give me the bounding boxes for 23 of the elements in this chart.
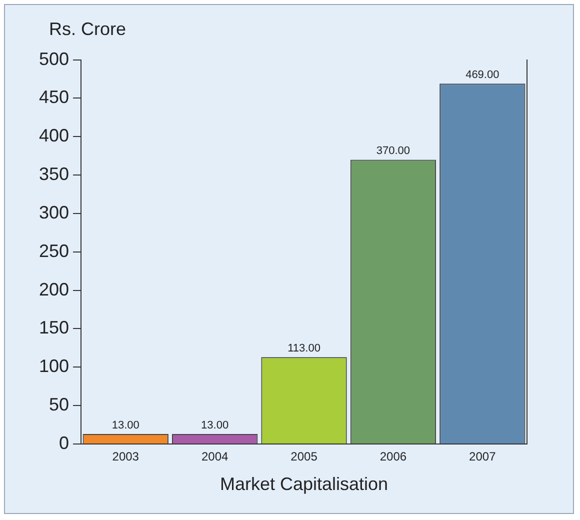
data-label: 469.00 [466,69,500,82]
y-tick-label: 300 [38,202,70,222]
x-tick-label: 2007 [469,450,496,464]
data-label: 113.00 [288,342,320,355]
y-tick-label: 250 [38,240,70,261]
data-label: 13.00 [112,420,140,432]
y-axis-title: Rs. Crore [49,19,126,40]
x-tick-label: 2004 [201,450,228,464]
data-label: 13.00 [201,420,229,432]
y-tick-label: 0 [59,432,70,453]
y-tick-label: 150 [38,318,70,338]
x-tick-label: 2003 [112,450,140,464]
x-axis-title: Market Capitalisation [220,474,388,494]
y-tick-label: 450 [38,87,70,108]
y-tick-label: 500 [38,48,70,69]
y-tick-label: 350 [38,164,70,184]
x-tick-label: 2006 [380,450,407,464]
data-label: 370.00 [376,145,410,158]
y-tick-label: 200 [38,279,70,300]
y-tick-label: 100 [38,356,70,376]
y-tick-label: 400 [38,126,70,146]
x-tick-label: 2005 [290,450,318,464]
y-tick-label: 50 [49,394,70,415]
